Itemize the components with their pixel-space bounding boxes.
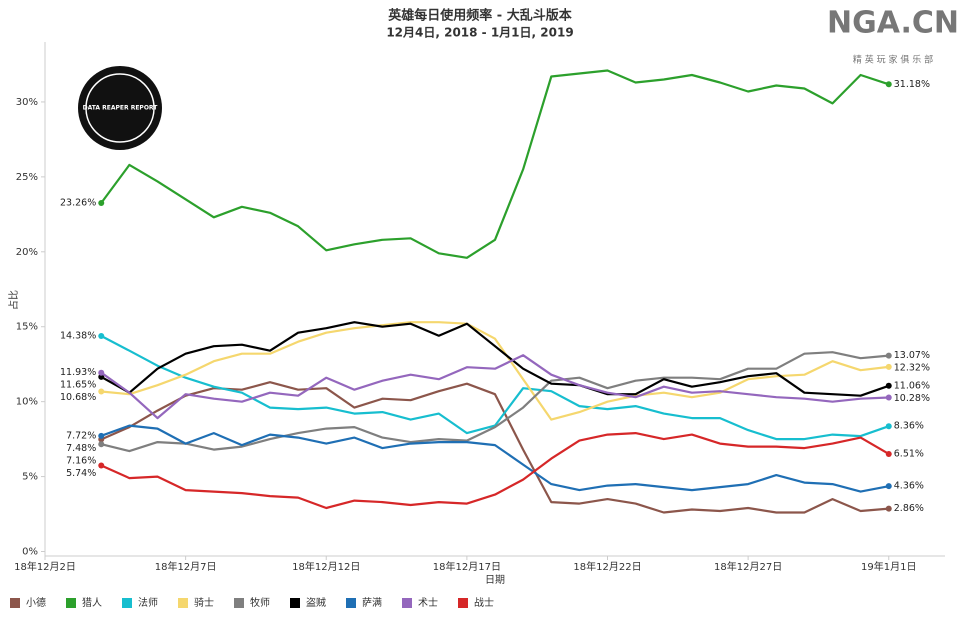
logo-subtitle: 精 英 玩 家 俱 乐 部: [853, 54, 933, 66]
series-line: [100, 69, 890, 259]
end-point: [98, 333, 105, 340]
data-label: 7.48%: [66, 443, 96, 454]
data-label: 8.36%: [894, 421, 924, 432]
series-line: [101, 321, 889, 421]
data-label: 7.72%: [66, 430, 96, 441]
data-label: 2.86%: [894, 503, 924, 514]
legend-swatch: [122, 598, 132, 608]
legend-label: 萨满: [362, 597, 382, 609]
data-label: 10.28%: [894, 393, 930, 404]
data-label: 4.36%: [894, 481, 924, 492]
logo: NGA.CN: [827, 6, 959, 41]
legend-swatch: [178, 598, 188, 608]
end-point: [885, 81, 892, 88]
badge-ring: [85, 73, 155, 143]
end-point: [885, 394, 892, 401]
data-label: 11.06%: [894, 380, 930, 391]
end-point: [98, 388, 105, 395]
x-tick-label: 18年12月2日: [14, 560, 76, 573]
badge-text: DATA REAPER REPORT: [83, 105, 159, 112]
legend-label: 牧师: [250, 596, 270, 609]
series-line: [100, 424, 890, 493]
data-label: 7.16%: [66, 455, 96, 466]
legend-swatch: [346, 598, 356, 608]
chart-title: 英雄每日使用频率 - 大乱斗版本: [387, 8, 571, 24]
end-point: [885, 450, 892, 457]
y-tick-label: 30%: [16, 97, 38, 108]
data-label: 23.26%: [60, 197, 96, 208]
data-label: 14.38%: [60, 331, 96, 342]
end-point: [885, 483, 892, 490]
legend-swatch: [290, 598, 300, 608]
y-tick-label: 0%: [22, 547, 38, 558]
legend-label: 法师: [138, 596, 158, 609]
legend-swatch: [10, 598, 20, 608]
legend-label: 骑士: [194, 596, 214, 609]
legend-swatch: [66, 598, 76, 608]
legend-swatch: [458, 598, 468, 608]
data-label: 12.32%: [894, 363, 930, 374]
end-point: [98, 462, 105, 469]
x-tick-label: 18年12月12日: [292, 560, 360, 573]
x-tick-label: 19年1月1日: [861, 560, 916, 573]
end-point: [98, 369, 105, 376]
end-point: [98, 441, 105, 448]
data-label: 10.68%: [60, 392, 96, 403]
series-line: [100, 321, 890, 397]
legend-swatch: [402, 598, 412, 608]
series-line: [100, 432, 890, 510]
y-tick-label: 5%: [22, 472, 38, 483]
series-line: [100, 335, 890, 441]
x-tick-label: 18年12月27日: [714, 560, 782, 573]
x-axis-label: 日期: [485, 574, 505, 586]
y-tick-label: 25%: [16, 172, 38, 183]
y-tick-label: 10%: [16, 397, 38, 408]
x-tick-label: 18年12月17日: [433, 560, 501, 573]
legend-label: 战士: [474, 596, 494, 609]
x-tick-label: 18年12月7日: [155, 560, 217, 573]
end-point: [98, 373, 105, 380]
data-label: 6.51%: [894, 448, 924, 459]
end-point: [885, 423, 892, 430]
series-line: [100, 381, 889, 514]
legend-label: 盗贼: [306, 596, 326, 609]
data-label: 13.07%: [894, 350, 930, 361]
legend-label: 小德: [26, 596, 46, 609]
chart-subtitle: 12月4日, 2018 - 1月1日, 2019: [386, 26, 573, 40]
y-tick-label: 20%: [16, 247, 38, 258]
x-tick-label: 18年12月22日: [573, 560, 641, 573]
end-point: [885, 382, 892, 389]
legend-label: 术士: [418, 596, 438, 609]
badge: [78, 66, 162, 150]
end-point: [885, 363, 892, 370]
end-point: [98, 199, 105, 206]
data-label: 31.18%: [894, 79, 930, 90]
data-label: 5.74%: [66, 468, 96, 479]
legend-swatch: [234, 598, 244, 608]
data-label: 11.65%: [60, 380, 96, 391]
series-line: [100, 354, 889, 420]
end-point: [885, 505, 892, 512]
data-label: 11.93%: [60, 367, 96, 378]
y-tick-label: 15%: [16, 322, 38, 333]
legend-label: 猎人: [82, 596, 102, 609]
end-point: [885, 352, 892, 359]
series-line: [101, 351, 889, 453]
end-point: [98, 432, 105, 439]
y-axis-label: 占比: [7, 290, 20, 310]
